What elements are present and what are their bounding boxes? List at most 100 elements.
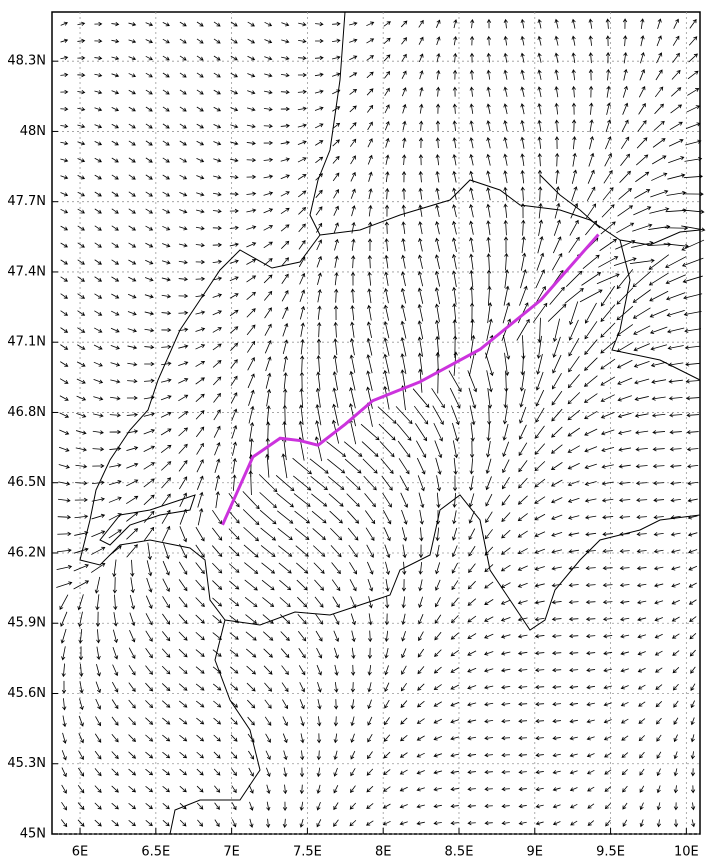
wind-vector [397, 440, 411, 458]
wind-vector [655, 701, 663, 708]
wind-vector [518, 769, 527, 775]
wind-vector [401, 170, 407, 183]
wind-vector [332, 21, 341, 27]
wind-vector [586, 719, 595, 724]
wind-vector [520, 119, 525, 132]
wind-vector [178, 561, 188, 575]
wind-vector [665, 274, 686, 285]
wind-vector [246, 124, 256, 129]
wind-vector [143, 462, 155, 470]
wind-vector [126, 544, 138, 558]
wind-vector [349, 561, 357, 575]
wind-vector [452, 270, 457, 287]
wind-vector [77, 819, 85, 827]
wind-vector [93, 413, 104, 418]
wind-vector [435, 544, 440, 558]
wind-vector [350, 155, 356, 165]
wind-vector [654, 86, 664, 98]
wind-vector [552, 684, 562, 690]
wind-vector [395, 406, 413, 425]
wind-vector [503, 285, 510, 306]
wind-vector [351, 647, 356, 660]
wind-vector [195, 243, 205, 248]
wind-vector [518, 684, 528, 690]
wind-vector [648, 272, 669, 286]
wind-vector [230, 717, 238, 725]
wind-vector [162, 191, 171, 197]
wind-vector [486, 103, 491, 114]
wind-vector [603, 170, 613, 184]
wind-vector [399, 475, 409, 492]
wind-vector [598, 256, 619, 268]
wind-vector [334, 288, 339, 303]
wind-vector [520, 136, 525, 149]
wind-vector [384, 70, 391, 79]
wind-vector [58, 464, 70, 469]
wind-vector [283, 784, 288, 795]
wind-vector [196, 475, 204, 490]
wind-vector [279, 614, 291, 625]
wind-vector [640, 35, 645, 47]
wind-vector [568, 532, 580, 537]
y-tick-label: 48.3N [7, 54, 46, 69]
wind-vector [296, 562, 309, 574]
wind-vector [244, 579, 258, 591]
wind-vector [620, 651, 630, 656]
x-tick-label: 7E [223, 845, 240, 860]
wind-vector [401, 527, 408, 542]
wind-vector [145, 665, 153, 675]
wind-vector [652, 464, 665, 469]
wind-vector [127, 293, 137, 299]
wind-vector [196, 175, 205, 180]
wind-vector [537, 86, 542, 98]
wind-vector [656, 785, 661, 794]
wind-vector [567, 409, 581, 421]
wind-vector [653, 549, 664, 554]
wind-vector [399, 786, 408, 792]
wind-vector [144, 526, 155, 541]
wind-vector [161, 665, 171, 675]
wind-vector [636, 515, 647, 520]
wind-vector [77, 21, 86, 26]
border [539, 174, 601, 229]
wind-vector [500, 634, 511, 639]
wind-vector [669, 430, 682, 435]
wind-vector [229, 242, 239, 247]
wind-vector [517, 668, 528, 673]
wind-vector [77, 191, 86, 197]
wind-vector [639, 751, 645, 759]
wind-vector [571, 18, 576, 29]
wind-vector [417, 666, 425, 675]
wind-vector [280, 73, 290, 78]
wind-vector [195, 579, 205, 591]
wind-vector [196, 785, 204, 793]
wind-vector [501, 769, 510, 775]
wind-vector [128, 820, 136, 827]
wind-vector [601, 498, 614, 503]
wind-vector [649, 207, 670, 214]
wind-vector [77, 594, 84, 611]
wind-vector [650, 189, 669, 198]
wind-vector [160, 411, 172, 418]
wind-vector [571, 169, 578, 184]
wind-vector [382, 803, 391, 809]
wind-vector [565, 270, 583, 287]
wind-vector [90, 563, 106, 573]
wind-vector [402, 154, 407, 166]
wind-vector [111, 751, 119, 760]
wind-vector [503, 203, 508, 218]
wind-vector [682, 275, 703, 284]
wind-vector [568, 566, 579, 571]
wind-vector [57, 515, 72, 520]
wind-vector [297, 174, 307, 180]
wind-vector [434, 287, 440, 305]
wind-vector [111, 819, 119, 827]
wind-vector [569, 787, 578, 792]
wind-vector [230, 175, 239, 180]
wind-vector [59, 395, 69, 401]
wind-vector [605, 35, 611, 47]
wind-vector [111, 716, 119, 726]
wind-vector [687, 70, 699, 80]
wind-vector [58, 446, 70, 452]
wind-vector [555, 169, 560, 184]
